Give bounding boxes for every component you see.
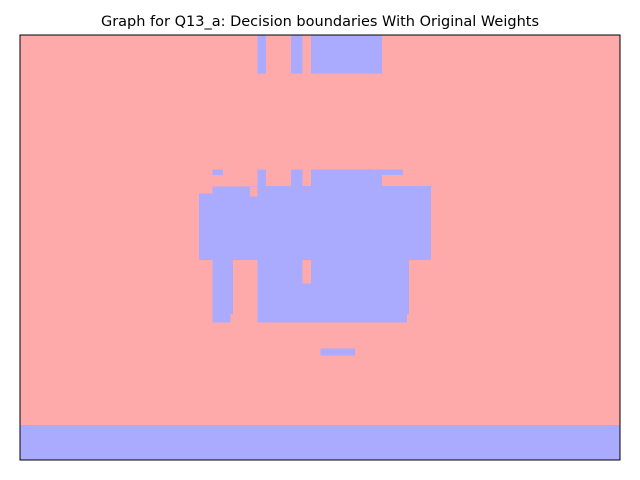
- decision-region-class-1-3: [212, 169, 223, 175]
- decision-region-class-1-18: [407, 259, 409, 314]
- decision-region-class-1-15: [257, 259, 303, 323]
- decision-region-class-1-12: [257, 185, 431, 197]
- decision-regions: [20, 35, 620, 460]
- plot-area: [19, 34, 621, 461]
- decision-region-class-1-17: [311, 259, 407, 323]
- decision-region-class-1-10: [198, 196, 431, 260]
- decision-region-class-1-16: [302, 283, 311, 323]
- decision-region-class-1-19: [320, 348, 355, 356]
- decision-region-class-1-0: [257, 35, 266, 74]
- decision-region-class-1-11: [198, 193, 250, 197]
- decision-region-class-1-4: [257, 169, 266, 192]
- decision-region-class-1-20: [20, 425, 620, 460]
- decision-region-class-1-14: [230, 259, 233, 314]
- decision-region-class-1-5: [291, 169, 303, 187]
- decision-region-class-1-8: [212, 186, 250, 194]
- decision-region-class-1-1: [291, 35, 303, 74]
- plot-frame: [19, 34, 621, 461]
- chart-title: Graph for Q13_a: Decision boundaries Wit…: [101, 14, 539, 30]
- decision-region-class-1-13: [212, 259, 231, 323]
- decision-region-class-1-6: [311, 169, 382, 187]
- decision-region-class-1-2: [311, 35, 382, 74]
- decision-region-class-1-7: [381, 169, 403, 175]
